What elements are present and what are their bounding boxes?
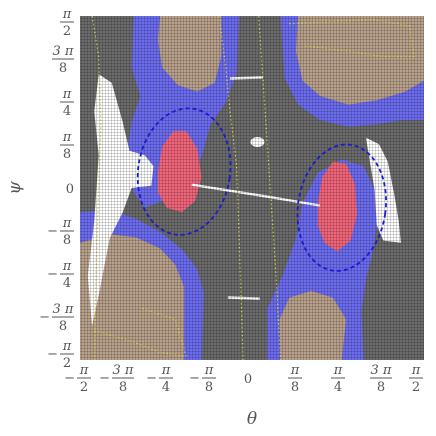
x-tick-6: π4 (331, 363, 345, 395)
x-tick-0: π 2− (64, 363, 91, 395)
y-tick-5-numerator: π (62, 216, 72, 231)
y-tick-2-denominator: 4 (63, 104, 71, 119)
y-tick-7-sign: − (39, 310, 50, 325)
y-tick-0-numerator: π (62, 7, 72, 22)
dashed-ellipse-right (296, 143, 387, 272)
y-tick-6-numerator: π (62, 259, 72, 274)
y-tick-8-numerator: π (62, 339, 72, 354)
x-tick-1: 3 π 8− (99, 363, 134, 395)
x-axis-label: θ (247, 409, 257, 429)
grid-texture (80, 16, 424, 360)
x-tick-7-numerator: 3 π (371, 363, 392, 378)
y-tick-3-numerator: π (62, 130, 72, 145)
x-tick-1-numerator: 3 π (113, 363, 134, 378)
x-tick-0-numerator: π (79, 363, 89, 378)
y-axis-label: ψ (5, 181, 25, 195)
x-tick-2: π 4− (146, 363, 173, 395)
y-tick-7-numerator: 3 π (53, 302, 74, 317)
x-tick-4: 0 (244, 372, 252, 387)
x-tick-3: π 8− (189, 363, 216, 395)
y-tick-0-denominator: 2 (63, 24, 71, 39)
dashed-ellipse-left (136, 107, 232, 236)
dashed-ellipses (136, 107, 387, 272)
plot-area (80, 16, 424, 360)
y-tick-2-numerator: π (62, 87, 72, 102)
x-tick-3-sign: − (189, 371, 200, 386)
y-tick-5-denominator: 8 (63, 233, 71, 248)
x-tick-5-denominator: 8 (291, 380, 299, 395)
y-tick-4: 0 (66, 182, 74, 197)
y-tick-8-sign: − (47, 347, 58, 362)
x-tick-1-sign: − (99, 371, 110, 386)
x-tick-2-numerator: π (161, 363, 171, 378)
x-tick-8: π2 (409, 363, 423, 395)
y-tick-7: 3 π 8− (39, 302, 74, 334)
x-tick-0-denominator: 2 (80, 380, 88, 395)
x-tick-6-numerator: π (333, 363, 343, 378)
x-tick-3-numerator: π (204, 363, 214, 378)
x-tick-4-text: 0 (244, 372, 252, 387)
y-tick-6: π 4− (47, 259, 74, 291)
y-tick-3: π8 (60, 130, 74, 162)
y-tick-8: π 2− (47, 339, 74, 371)
y-tick-1: 3 π8 (52, 44, 74, 76)
x-tick-2-sign: − (146, 371, 157, 386)
x-tick-1-denominator: 8 (119, 380, 127, 395)
y-tick-6-denominator: 4 (63, 276, 71, 291)
x-tick-8-denominator: 2 (412, 380, 420, 395)
x-tick-5: π8 (288, 363, 302, 395)
y-tick-7-denominator: 8 (59, 319, 67, 334)
y-tick-2: π4 (60, 87, 74, 119)
y-tick-1-denominator: 8 (59, 61, 67, 76)
y-tick-0: π2 (60, 7, 74, 39)
x-tick-2-denominator: 4 (162, 380, 170, 395)
y-tick-5-sign: − (47, 224, 58, 239)
y-tick-4-text: 0 (66, 182, 74, 197)
x-tick-6-denominator: 4 (334, 380, 342, 395)
x-tick-0-sign: − (64, 371, 75, 386)
y-tick-1-numerator: 3 π (53, 44, 74, 59)
y-tick-8-denominator: 2 (63, 356, 71, 371)
y-tick-3-denominator: 8 (63, 147, 71, 162)
x-tick-8-numerator: π (411, 363, 421, 378)
x-tick-3-denominator: 8 (205, 380, 213, 395)
x-tick-7: 3 π8 (370, 363, 392, 395)
x-tick-5-numerator: π (290, 363, 300, 378)
y-tick-5: π 8− (47, 216, 74, 248)
y-tick-6-sign: − (47, 267, 58, 282)
x-tick-7-denominator: 8 (377, 380, 385, 395)
